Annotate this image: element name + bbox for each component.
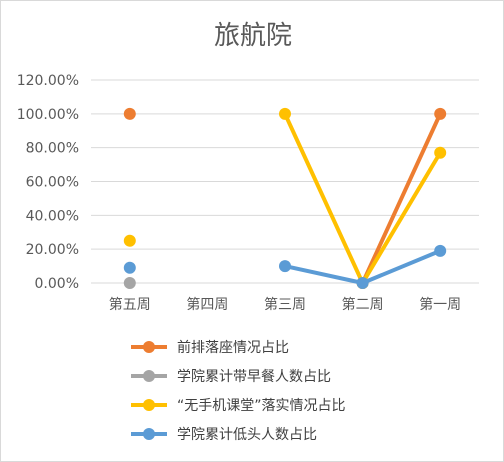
data-point xyxy=(123,107,136,120)
y-tick-label: 40.00% xyxy=(26,208,79,224)
data-point xyxy=(279,260,291,273)
x-axis-ticks: 第五周 第四周 第三周 第二周 第一周 xyxy=(109,296,461,313)
data-point xyxy=(123,234,136,247)
x-tick-label: 第三周 xyxy=(264,296,306,313)
series-layer xyxy=(123,107,447,289)
data-point xyxy=(356,277,369,289)
series-line-segment xyxy=(360,111,443,285)
legend-swatch-marker xyxy=(143,370,155,382)
data-point xyxy=(434,107,447,120)
y-tick-label: 60.00% xyxy=(26,175,79,191)
series-line-segment xyxy=(360,150,443,285)
x-tick-label: 第一周 xyxy=(419,296,461,313)
legend-item: “无手机课堂”落实情况占比 xyxy=(131,398,346,414)
legend-item: 学院累计低头人数占比 xyxy=(131,427,317,443)
series-line-segment xyxy=(360,248,443,285)
x-tick-label: 第二周 xyxy=(342,296,384,313)
y-tick-label: 120.00% xyxy=(17,73,79,89)
series-line-segment xyxy=(283,264,365,285)
legend-swatch-marker xyxy=(143,399,155,411)
data-point xyxy=(434,146,447,159)
legend-item: 前排落座情况占比 xyxy=(131,339,289,356)
y-tick-label: 20.00% xyxy=(26,242,79,258)
x-tick-label: 第四周 xyxy=(186,296,228,313)
data-point xyxy=(279,107,291,120)
y-tick-label: 100.00% xyxy=(17,107,79,123)
legend-swatch-marker xyxy=(143,428,155,440)
data-point xyxy=(123,277,136,289)
data-point xyxy=(434,244,447,257)
legend-item: 学院累计带早餐人数占比 xyxy=(131,369,331,385)
x-tick-label: 第五周 xyxy=(109,296,151,313)
legend-label: “无手机课堂”落实情况占比 xyxy=(177,398,346,414)
series-1 xyxy=(123,277,136,289)
series-line-segment xyxy=(283,111,365,285)
legend-label: 学院累计低头人数占比 xyxy=(177,427,317,443)
data-point xyxy=(123,261,136,274)
y-axis-ticks: 0.00% 20.00% 40.00% 60.00% 80.00% 100.00% 120.… xyxy=(17,73,79,292)
chart-title: 旅航院 xyxy=(214,21,292,51)
legend-swatch-marker xyxy=(143,341,155,353)
series-3 xyxy=(123,244,447,289)
y-tick-label: 0.00% xyxy=(35,276,79,292)
series-2 xyxy=(123,107,447,289)
legend-label: 学院累计带早餐人数占比 xyxy=(177,369,331,385)
legend-label: 前排落座情况占比 xyxy=(177,339,289,356)
y-tick-label: 80.00% xyxy=(26,141,79,157)
